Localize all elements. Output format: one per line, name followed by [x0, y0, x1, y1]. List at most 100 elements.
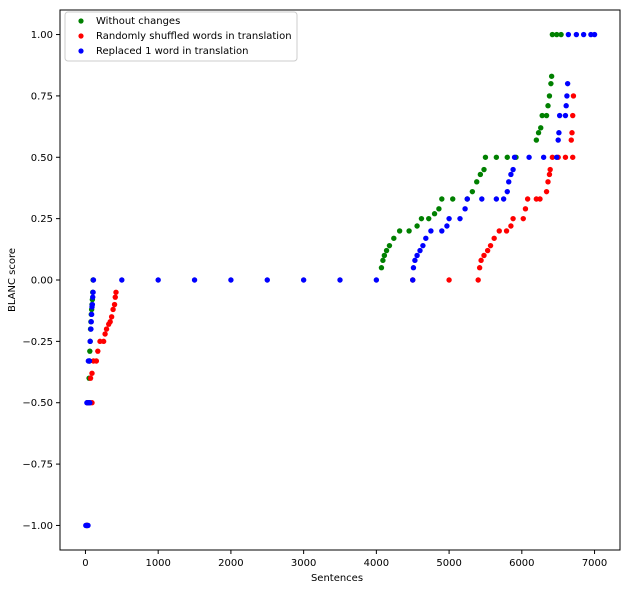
- data-point-replaced: [493, 196, 500, 202]
- data-point-without-changes: [535, 130, 542, 136]
- data-point-replaced: [504, 188, 510, 195]
- data-point-without-changes: [474, 179, 480, 185]
- data-point-replaced: [410, 277, 416, 283]
- data-point-without-changes: [396, 228, 403, 234]
- data-point-shuffled: [108, 314, 115, 320]
- data-point-shuffled: [112, 294, 118, 300]
- data-point-without-changes: [543, 112, 550, 119]
- data-point-shuffled: [481, 252, 487, 259]
- data-point-shuffled: [520, 215, 526, 222]
- data-point-without-changes: [558, 31, 564, 38]
- data-point-without-changes: [481, 166, 487, 173]
- data-point-replaced: [417, 247, 423, 254]
- data-point-shuffled: [522, 206, 529, 212]
- y-axis-ticks: −1.00 −0.75 −0.50 −0.25 0.00 0.25 0.50 0.75 1.00: [22, 30, 60, 532]
- legend-label-replaced: Replaced 1 word in translation: [96, 46, 248, 57]
- data-point-replaced: [464, 196, 470, 202]
- legend-marker-without-changes: [78, 18, 84, 24]
- data-point-replaced: [554, 154, 560, 160]
- y-tick-label: −0.50: [22, 398, 53, 409]
- data-point-without-changes: [378, 265, 385, 271]
- data-point-shuffled: [496, 228, 502, 234]
- data-point-replaced: [439, 228, 445, 234]
- data-point-shuffled: [524, 196, 531, 202]
- data-point-shuffled: [510, 215, 516, 222]
- x-axis-ticks: 0 1000 2000 3000 4000 5000 6000 7000: [82, 550, 607, 569]
- data-point-shuffled: [89, 370, 95, 376]
- data-point-shuffled: [491, 235, 497, 241]
- data-point-without-changes: [414, 223, 420, 229]
- data-point-replaced: [540, 154, 547, 160]
- legend-box: [64, 11, 298, 62]
- y-tick-label: −0.75: [22, 460, 53, 471]
- data-point-without-changes: [450, 196, 456, 202]
- data-point-without-changes: [426, 215, 432, 222]
- data-point-without-changes: [545, 103, 551, 109]
- data-point-without-changes: [391, 235, 397, 241]
- data-point-replaced: [562, 112, 569, 119]
- data-point-shuffled: [570, 154, 576, 160]
- data-point-replaced: [300, 277, 307, 283]
- data-point-without-changes: [504, 154, 510, 160]
- legend-marker-shuffled: [78, 33, 84, 39]
- data-point-replaced: [526, 154, 532, 160]
- data-point-shuffled: [569, 130, 575, 136]
- data-point-replaced: [564, 93, 570, 99]
- data-point-shuffled: [87, 375, 94, 381]
- data-point-replaced: [565, 31, 572, 38]
- data-point-shuffled: [545, 179, 551, 185]
- x-tick-label: 4000: [364, 558, 389, 569]
- data-point-replaced: [264, 277, 270, 283]
- data-point-shuffled: [546, 171, 553, 178]
- data-point-shuffled: [568, 137, 574, 143]
- data-point-shuffled: [476, 265, 483, 271]
- data-point-without-changes: [431, 211, 438, 217]
- data-point-replaced: [420, 242, 426, 249]
- data-point-replaced: [373, 277, 380, 283]
- y-axis-title: BLANC score: [7, 248, 18, 312]
- data-point-replaced: [86, 358, 93, 364]
- data-point-shuffled: [547, 166, 553, 173]
- data-point-replaced: [510, 166, 516, 173]
- data-point-without-changes: [493, 154, 500, 160]
- data-point-replaced: [591, 31, 598, 38]
- data-point-replaced: [462, 206, 468, 212]
- data-point-replaced: [337, 277, 343, 283]
- data-point-shuffled: [100, 338, 107, 345]
- y-tick-label: 0.00: [31, 276, 53, 287]
- data-point-shuffled: [484, 247, 491, 254]
- data-point-replaced: [500, 196, 507, 202]
- data-point-without-changes: [383, 247, 390, 254]
- data-point-replaced: [414, 252, 420, 259]
- data-point-replaced: [444, 223, 450, 229]
- y-tick-label: 0.50: [31, 153, 53, 164]
- data-point-replaced: [564, 80, 571, 87]
- legend: Without changes Randomly shuffled words …: [64, 11, 298, 62]
- data-point-without-changes: [554, 31, 560, 38]
- data-point-without-changes: [549, 31, 556, 38]
- data-point-without-changes: [380, 257, 386, 264]
- x-tick-label: 7000: [582, 558, 607, 569]
- data-point-replaced: [88, 311, 95, 318]
- data-point-replaced: [89, 301, 96, 308]
- data-point-without-changes: [406, 228, 412, 234]
- data-point-replaced: [87, 338, 93, 345]
- x-tick-label: 2000: [218, 558, 243, 569]
- data-point-replaced: [508, 171, 514, 178]
- data-point-without-changes: [381, 252, 388, 259]
- data-point-replaced: [88, 326, 94, 332]
- data-point-without-changes: [539, 112, 545, 119]
- data-point-replaced: [90, 289, 96, 295]
- data-point-replaced: [555, 137, 561, 143]
- x-tick-label: 3000: [291, 558, 316, 569]
- data-point-shuffled: [110, 306, 116, 313]
- data-point-without-changes: [548, 80, 554, 87]
- data-point-replaced: [573, 31, 580, 38]
- legend-label-shuffled: Randomly shuffled words in translation: [96, 31, 292, 42]
- data-point-without-changes: [538, 125, 544, 131]
- x-axis-title: Sentences: [311, 573, 363, 584]
- data-point-shuffled: [475, 277, 481, 283]
- y-tick-label: 0.25: [31, 214, 53, 225]
